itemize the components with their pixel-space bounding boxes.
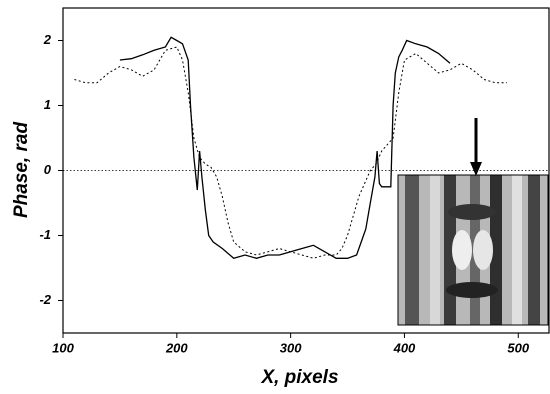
chart: X, pixels Phase, rad 100 200 300 400 500 -2 -1… <box>0 0 550 394</box>
y-tick-label: 1 <box>44 97 51 112</box>
x-axis-label: X, pixels <box>260 367 338 388</box>
arrow-head <box>470 162 482 176</box>
x-tick-label: 400 <box>393 340 416 355</box>
x-tick-label: 500 <box>507 340 529 355</box>
x-tick-label: 300 <box>280 340 302 355</box>
y-tick-label: 2 <box>43 32 52 47</box>
y-tick-label: 0 <box>44 162 52 177</box>
y-tick-label: -1 <box>39 227 51 242</box>
x-tick-label: 100 <box>52 340 74 355</box>
y-axis-label: Phase, rad <box>11 122 32 218</box>
inset-image <box>398 175 548 325</box>
y-tick-label: -2 <box>39 292 51 307</box>
x-tick-label: 200 <box>165 340 188 355</box>
